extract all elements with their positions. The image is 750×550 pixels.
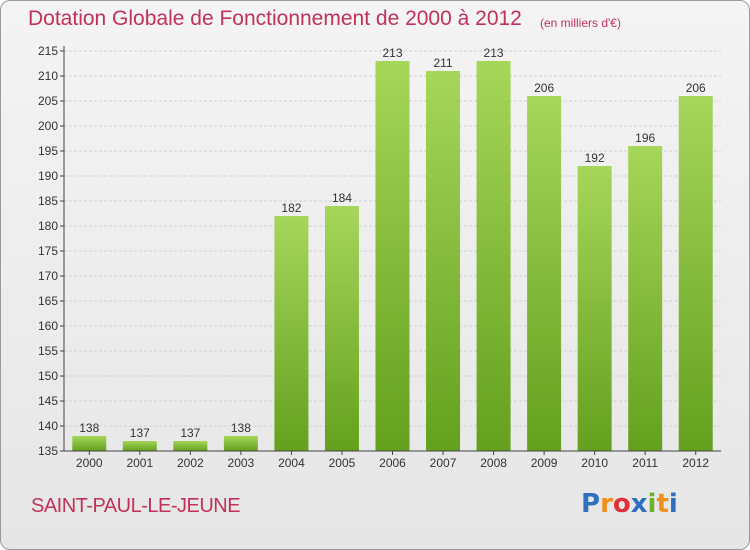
bar xyxy=(527,96,562,451)
y-tick-label: 190 xyxy=(38,169,58,183)
bar xyxy=(122,441,157,451)
bar-value-label: 138 xyxy=(231,421,251,435)
x-tick-label: 2004 xyxy=(278,456,305,470)
logo-letter: P xyxy=(581,489,601,519)
y-tick-label: 155 xyxy=(38,344,58,358)
bars xyxy=(72,61,713,451)
bar xyxy=(476,61,511,451)
commune-name: SAINT-PAUL-LE-JEUNE xyxy=(31,495,241,517)
bar xyxy=(223,436,258,451)
x-tick-label: 2011 xyxy=(632,456,658,470)
y-tick-label: 150 xyxy=(38,369,58,383)
y-tick-label: 140 xyxy=(38,419,58,433)
chart-title: Dotation Globale de Fonctionnement de 20… xyxy=(28,7,522,30)
x-tick-label: 2008 xyxy=(480,456,507,470)
bar-value-label: 206 xyxy=(686,81,706,95)
x-tick-label: 2005 xyxy=(329,456,356,470)
bar-value-label: 213 xyxy=(484,46,504,60)
bar-value-label: 138 xyxy=(79,421,99,435)
bar xyxy=(72,436,107,451)
x-tick-label: 2001 xyxy=(126,456,153,470)
y-tick-label: 195 xyxy=(38,144,58,158)
x-tick-label: 2003 xyxy=(228,456,255,470)
bar-value-label: 182 xyxy=(281,201,301,215)
y-tick-label: 135 xyxy=(38,444,58,458)
logo-letter: x xyxy=(630,489,648,519)
bar-value-label: 137 xyxy=(180,426,200,440)
bar-value-label: 192 xyxy=(585,151,605,165)
x-tick-label: 2007 xyxy=(430,456,457,470)
bar-value-label: 211 xyxy=(433,56,452,70)
y-tick-label: 175 xyxy=(38,244,58,258)
logo-letter: i xyxy=(647,489,657,519)
y-tick-label: 200 xyxy=(38,119,58,133)
x-tick-label: 2000 xyxy=(76,456,103,470)
logo-letter: i xyxy=(668,489,678,519)
labels: 135 140 145 150 155 160 165 170 175 180 185 190 195 2… xyxy=(38,44,709,470)
x-tick-label: 2002 xyxy=(177,456,204,470)
y-tick-label: 165 xyxy=(38,294,58,308)
y-tick-label: 180 xyxy=(38,219,58,233)
bar-value-label: 206 xyxy=(534,81,554,95)
logo-letter: o xyxy=(612,489,631,519)
logo-letter: t xyxy=(656,489,669,519)
bar xyxy=(678,96,713,451)
x-tick-label: 2009 xyxy=(531,456,558,470)
x-tick-label: 2010 xyxy=(581,456,608,470)
bar-value-label: 184 xyxy=(332,191,352,205)
y-tick-label: 215 xyxy=(38,44,58,58)
axes xyxy=(60,46,721,455)
y-tick-label: 145 xyxy=(38,394,58,408)
y-tick-label: 210 xyxy=(38,69,58,83)
bar xyxy=(375,61,410,451)
logo-letter: r xyxy=(600,489,613,519)
bar xyxy=(173,441,208,451)
bar xyxy=(426,71,461,451)
bar-value-label: 196 xyxy=(635,131,655,145)
x-tick-label: 2012 xyxy=(682,456,709,470)
chart-unit: (en milliers d'€) xyxy=(540,16,621,30)
bar xyxy=(274,216,309,451)
y-tick-label: 205 xyxy=(38,94,58,108)
y-tick-label: 170 xyxy=(38,269,58,283)
bar xyxy=(324,206,359,451)
y-tick-label: 185 xyxy=(38,194,58,208)
bar xyxy=(628,146,663,451)
x-tick-label: 2006 xyxy=(379,456,406,470)
proxiti-logo[interactable]: Proxiti xyxy=(581,489,678,519)
bar-value-label: 213 xyxy=(382,46,402,60)
bar xyxy=(577,166,612,451)
bar-value-label: 137 xyxy=(130,426,150,440)
y-tick-label: 160 xyxy=(38,319,58,333)
